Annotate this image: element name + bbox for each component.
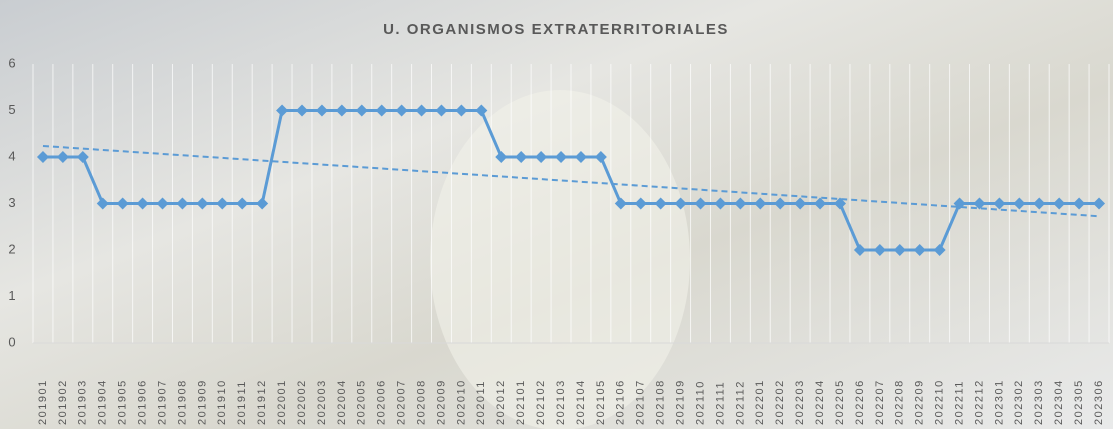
x-tick-label: 202306 — [1093, 379, 1105, 425]
x-tick-label: 202205 — [834, 379, 846, 425]
x-tick-label: 202001 — [276, 379, 288, 425]
x-tick-label: 202301 — [993, 379, 1005, 425]
x-tick-label: 202112 — [734, 380, 746, 425]
x-tick-label: 202007 — [396, 379, 408, 425]
x-tick-label: 202102 — [535, 379, 547, 425]
x-tick-label: 202009 — [435, 379, 447, 425]
x-tick-label: 202105 — [595, 379, 607, 425]
x-tick-label: 202008 — [415, 379, 427, 425]
x-tick-label: 202304 — [1053, 379, 1065, 425]
x-tick-label: 202012 — [495, 379, 507, 425]
x-tick-label: 202201 — [754, 379, 766, 425]
x-tick-label: 202106 — [615, 379, 627, 425]
y-tick-label: 1 — [8, 288, 15, 303]
x-tick-label: 202302 — [1013, 379, 1025, 425]
x-tick-label: 202107 — [635, 379, 647, 425]
x-tick-label: 202209 — [914, 379, 926, 425]
y-tick-label: 0 — [8, 334, 15, 349]
x-tick-label: 202011 — [475, 380, 487, 425]
x-tick-label: 202202 — [774, 379, 786, 425]
y-tick-label: 3 — [8, 195, 15, 210]
x-tick-label: 202211 — [953, 380, 965, 425]
x-tick-label: 202004 — [336, 379, 348, 425]
chart: U. ORGANISMOS EXTRATERRITORIALES 0 1 2 3 4 5 6… — [0, 0, 1113, 429]
x-tick-label: 201910 — [216, 379, 228, 425]
x-tick-label: 202109 — [674, 379, 686, 425]
x-tick-label: 201909 — [196, 379, 208, 425]
x-tick-label: 202305 — [1073, 379, 1085, 425]
x-tick-label: 202111 — [714, 381, 726, 425]
x-tick-label: 202110 — [694, 380, 706, 425]
x-tick-label: 201904 — [97, 379, 109, 425]
x-tick-label: 202108 — [655, 379, 667, 425]
x-tick-label: 202207 — [874, 379, 886, 425]
y-tick-label: 2 — [8, 241, 15, 256]
y-tick-label: 6 — [8, 55, 15, 70]
x-tick-label: 201901 — [37, 379, 49, 425]
x-tick-label: 201907 — [156, 379, 168, 425]
x-tick-label: 201906 — [136, 379, 148, 425]
x-tick-label: 201911 — [236, 380, 248, 425]
x-tick-label: 202101 — [515, 379, 527, 425]
x-tick-label: 201902 — [57, 379, 69, 425]
x-tick-label: 202208 — [894, 379, 906, 425]
x-tick-label: 201903 — [77, 379, 89, 425]
y-tick-label: 5 — [8, 102, 15, 117]
x-tick-label: 202303 — [1033, 379, 1045, 425]
x-tick-label: 202005 — [356, 379, 368, 425]
y-tick-label: 4 — [8, 148, 15, 163]
x-tick-label: 202104 — [575, 379, 587, 425]
x-tick-label: 202203 — [794, 379, 806, 425]
chart-title: U. ORGANISMOS EXTRATERRITORIALES — [383, 21, 729, 38]
x-tick-label: 202002 — [296, 379, 308, 425]
x-tick-label: 201905 — [117, 379, 129, 425]
x-tick-label: 201912 — [256, 379, 268, 425]
x-tick-label: 202103 — [555, 379, 567, 425]
x-tick-label: 201908 — [176, 379, 188, 425]
x-tick-label: 202003 — [316, 379, 328, 425]
x-tick-label: 202206 — [854, 379, 866, 425]
x-tick-label: 202204 — [814, 379, 826, 425]
x-tick-label: 202210 — [934, 379, 946, 425]
x-tick-label: 202010 — [455, 379, 467, 425]
x-tick-label: 202006 — [376, 379, 388, 425]
x-tick-label: 202212 — [973, 379, 985, 425]
